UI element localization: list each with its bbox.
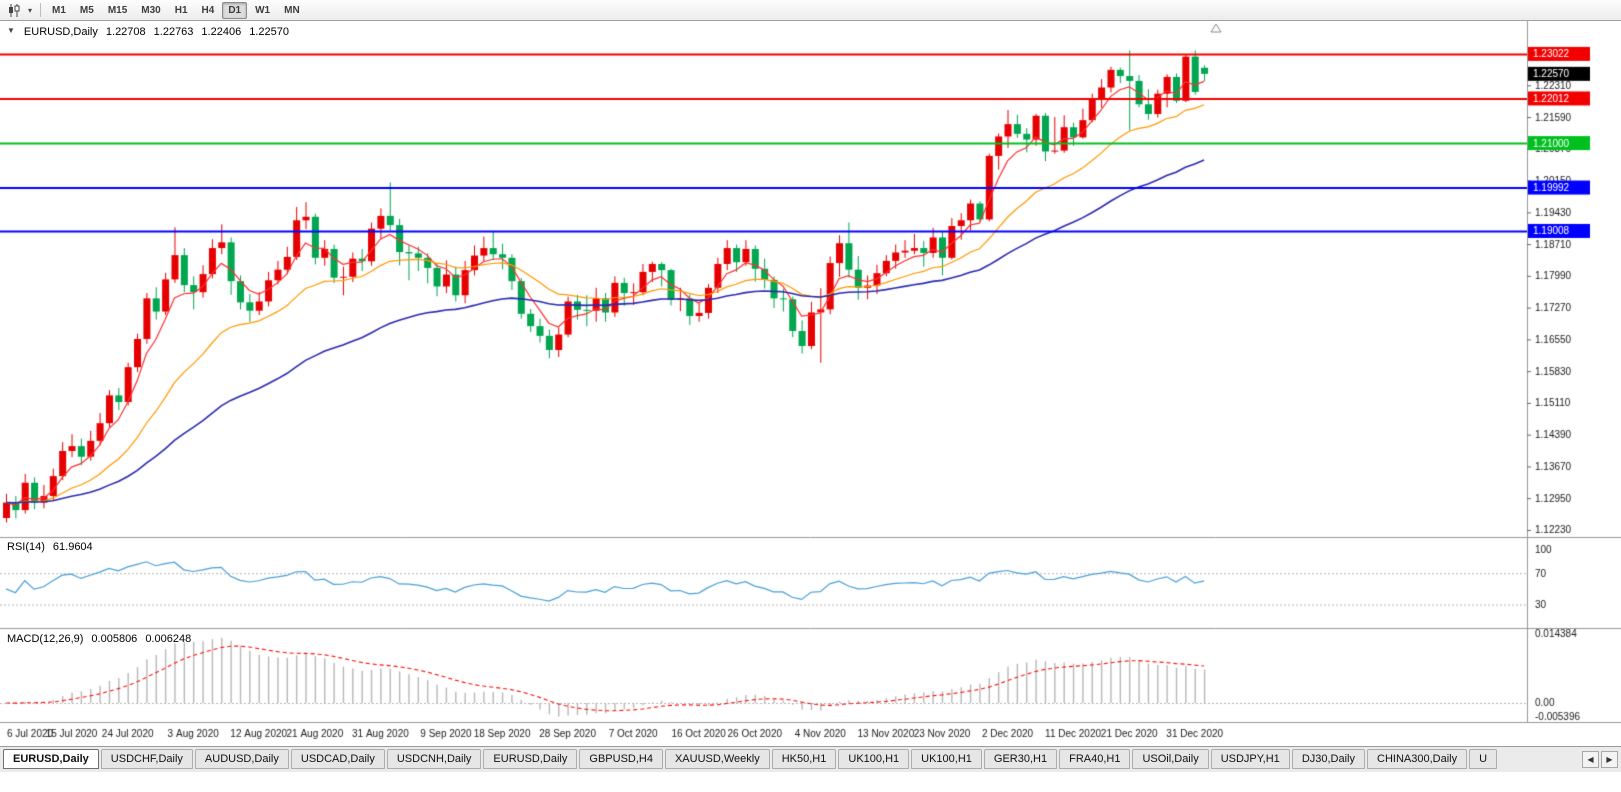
- rsi-value: 61.9604: [52, 541, 93, 553]
- timeframe-h1[interactable]: H1: [174, 4, 188, 16]
- tab-partial[interactable]: U: [1469, 749, 1498, 769]
- timeframe-m5[interactable]: M5: [79, 4, 94, 16]
- macd-name: MACD(12,26,9): [7, 633, 84, 645]
- price-chart-canvas[interactable]: [0, 21, 1621, 746]
- rsi-indicator-header: RSI(14) 61.9604: [7, 541, 93, 553]
- tab-ger30-h1[interactable]: GER30,H1: [983, 749, 1058, 769]
- timeframe-d1[interactable]: D1: [222, 1, 248, 19]
- tab-usoil-daily[interactable]: USOil,Daily: [1132, 749, 1209, 769]
- timeframe-m15[interactable]: M15: [107, 4, 128, 16]
- timeframe-m30[interactable]: M30: [141, 4, 161, 16]
- tab-scroll-right-icon[interactable]: ▶: [1601, 750, 1618, 768]
- tab-fra40-h1[interactable]: FRA40,H1: [1059, 749, 1131, 769]
- tab-gbpusd-h4[interactable]: GBPUSD,H4: [579, 749, 663, 769]
- tab-hk50-h1[interactable]: HK50,H1: [771, 749, 837, 769]
- macd-value-main: 0.005806: [91, 633, 138, 645]
- symbol-tab-bar: EURUSD,Daily USDCHF,Daily AUDUSD,Daily U…: [0, 746, 1621, 772]
- timeframe-h4[interactable]: H4: [201, 4, 215, 16]
- tab-scroll-left-icon[interactable]: ◀: [1582, 750, 1599, 768]
- timeframe-w1[interactable]: W1: [255, 4, 271, 16]
- chart-symbol-label: EURUSD,Daily: [23, 26, 98, 38]
- quote-close: 1.22570: [249, 26, 289, 38]
- tab-china300-daily[interactable]: CHINA300,Daily: [1367, 749, 1468, 769]
- candlestick-chart-icon: [8, 3, 19, 17]
- quote-low: 1.22406: [201, 26, 242, 38]
- timeframe-m1[interactable]: M1: [52, 4, 66, 16]
- rsi-name: RSI(14): [7, 541, 45, 553]
- top-toolbar: ▾ M1 M5 M15 M30 H1 H4 D1 W1 MN: [0, 0, 1621, 21]
- tab-usdcad-daily[interactable]: USDCAD,Daily: [290, 749, 385, 769]
- chart-ohlc-header: ▼ EURUSD,Daily 1.22708 1.22763 1.22406 1…: [7, 26, 289, 38]
- chart-type-icon[interactable]: [4, 2, 24, 19]
- chart-type-dropdown-caret[interactable]: ▾: [27, 5, 32, 15]
- tab-uk100-h1-1[interactable]: UK100,H1: [838, 749, 910, 769]
- tab-usdcnh-daily[interactable]: USDCNH,Daily: [386, 749, 482, 769]
- tab-scroll-buttons: ◀ ▶: [1582, 750, 1618, 768]
- tab-eurusd-daily-1[interactable]: EURUSD,Daily: [3, 749, 99, 769]
- toolbar-separator: [40, 3, 41, 17]
- macd-indicator-header: MACD(12,26,9) 0.005806 0.006248: [7, 633, 191, 645]
- quote-open: 1.22708: [105, 26, 146, 38]
- tab-eurusd-daily-2[interactable]: EURUSD,Daily: [483, 749, 578, 769]
- tab-xauusd-weekly[interactable]: XAUUSD,Weekly: [664, 749, 770, 769]
- tab-dj30-daily[interactable]: DJ30,Daily: [1291, 749, 1365, 769]
- tab-uk100-h1-2[interactable]: UK100,H1: [911, 749, 982, 769]
- quote-high: 1.22763: [153, 26, 194, 38]
- tab-audusd-daily[interactable]: AUDUSD,Daily: [194, 749, 289, 769]
- tab-usdchf-daily[interactable]: USDCHF,Daily: [100, 749, 193, 769]
- tab-usdjpy-h1[interactable]: USDJPY,H1: [1210, 749, 1290, 769]
- macd-value-signal: 0.006248: [145, 633, 192, 645]
- collapse-chart-icon[interactable]: ▼: [7, 26, 15, 35]
- timeframe-mn[interactable]: MN: [284, 4, 300, 16]
